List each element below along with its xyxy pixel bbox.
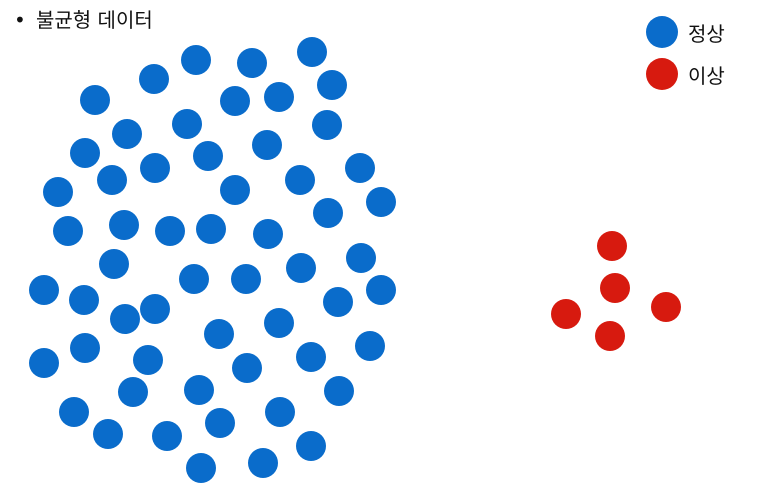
normal-point-54 [152,421,182,451]
normal-point-24 [155,216,185,246]
normal-point-52 [205,408,235,438]
normal-point-6 [80,85,110,115]
normal-point-51 [265,397,295,427]
normal-point-12 [252,130,282,160]
anomaly-point-5 [595,321,625,351]
title-text: 불균형 데이터 [36,8,153,32]
normal-point-25 [196,214,226,244]
anomaly-point-2 [600,273,630,303]
normal-point-57 [186,453,216,483]
normal-point-28 [346,243,376,273]
normal-point-29 [99,249,129,279]
legend-anomaly: 이상 [646,58,725,90]
normal-point-36 [323,287,353,317]
normal-point-42 [70,333,100,363]
normal-point-2 [237,48,267,78]
normal-point-22 [313,198,343,228]
normal-point-44 [133,345,163,375]
legend-normal-marker [646,16,678,48]
normal-point-37 [140,294,170,324]
normal-point-45 [296,342,326,372]
normal-point-56 [248,448,278,478]
normal-point-30 [286,253,316,283]
legend-anomaly-label: 이상 [688,63,725,88]
diagram-title: • 불균형 데이터 [14,4,153,33]
normal-point-1 [181,45,211,75]
legend-normal: 정상 [646,16,725,48]
legend-anomaly-marker [646,58,678,90]
normal-point-34 [366,275,396,305]
normal-point-18 [285,165,315,195]
normal-point-16 [345,153,375,183]
normal-point-47 [118,377,148,407]
normal-point-53 [93,419,123,449]
normal-point-39 [264,308,294,338]
normal-point-40 [204,319,234,349]
normal-point-32 [231,264,261,294]
normal-point-35 [69,285,99,315]
normal-point-27 [253,219,283,249]
normal-point-14 [193,141,223,171]
normal-point-23 [109,210,139,240]
normal-point-11 [112,119,142,149]
normal-point-13 [70,138,100,168]
normal-point-41 [355,331,385,361]
normal-point-8 [264,82,294,112]
normal-point-21 [366,187,396,217]
normal-point-5 [317,70,347,100]
normal-point-10 [312,110,342,140]
normal-point-26 [53,216,83,246]
normal-point-9 [172,109,202,139]
normal-point-7 [220,86,250,116]
normal-point-46 [232,353,262,383]
legend-normal-label: 정상 [688,21,725,46]
normal-point-43 [29,348,59,378]
normal-point-38 [110,304,140,334]
normal-point-20 [220,175,250,205]
normal-point-15 [140,153,170,183]
normal-point-50 [59,397,89,427]
normal-point-33 [29,275,59,305]
normal-point-31 [179,264,209,294]
normal-point-48 [184,375,214,405]
normal-point-55 [296,431,326,461]
bullet-glyph: • [14,8,26,32]
normal-point-4 [139,64,169,94]
normal-point-3 [297,37,327,67]
anomaly-point-4 [651,292,681,322]
anomaly-point-1 [597,231,627,261]
normal-point-19 [43,177,73,207]
anomaly-point-3 [551,299,581,329]
normal-point-49 [324,376,354,406]
anomaly-points [551,231,681,351]
normal-point-17 [97,165,127,195]
normal-points [29,37,396,483]
